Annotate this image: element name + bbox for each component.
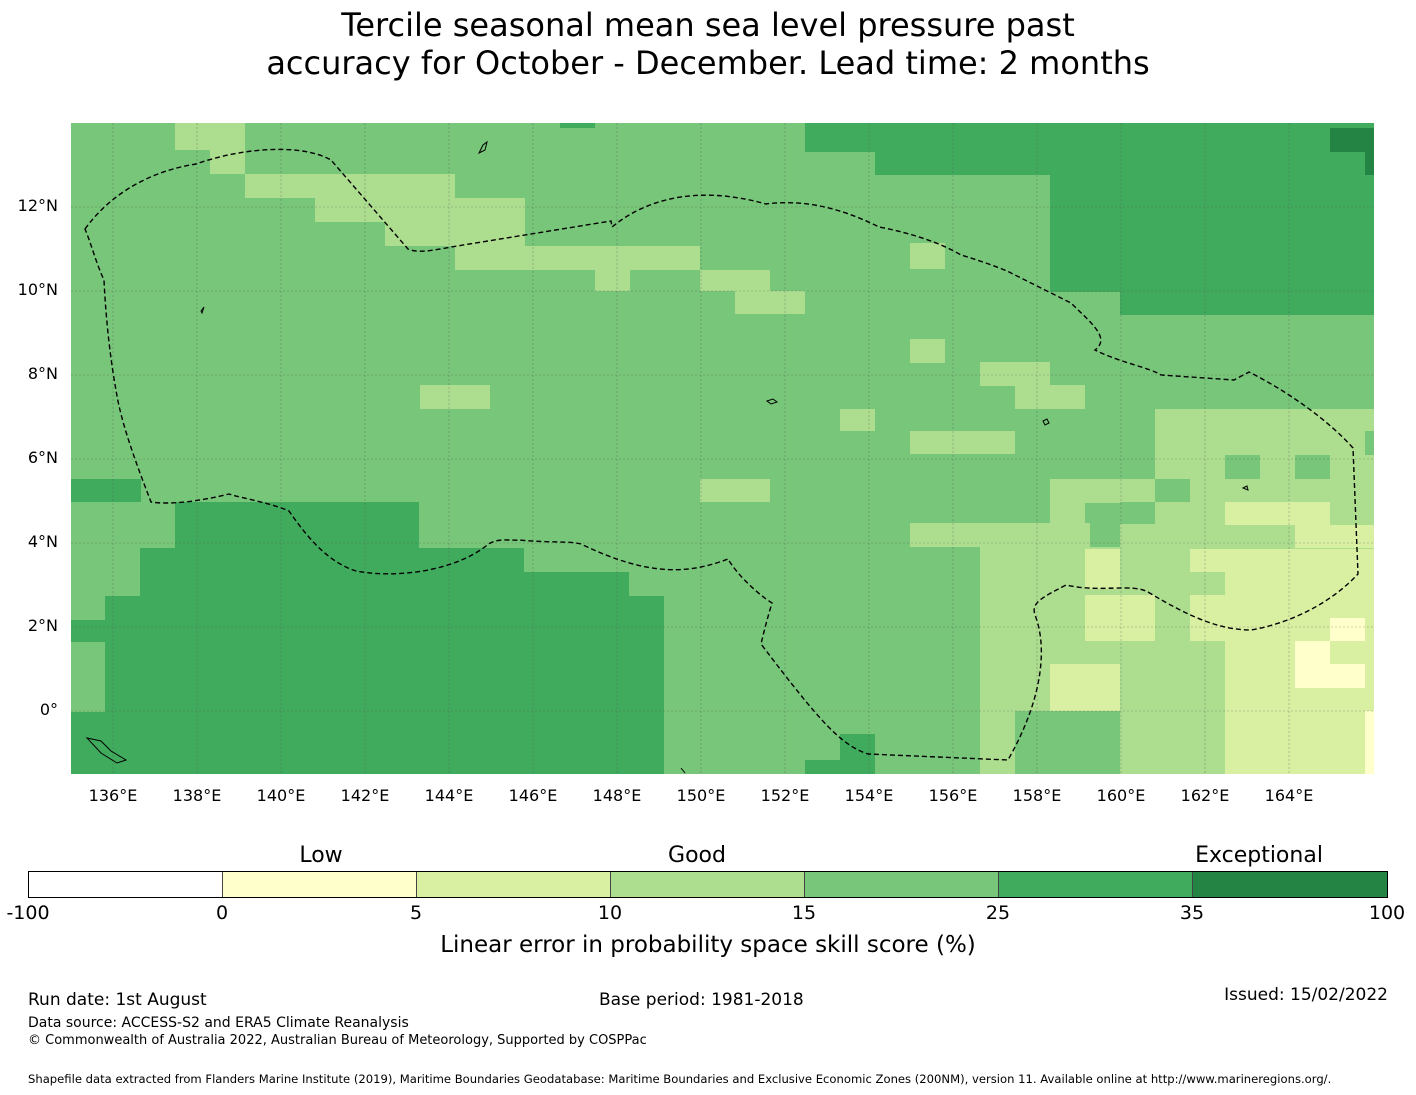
colorbar-tick: 35 xyxy=(1179,902,1205,924)
lon-label: 140°E xyxy=(256,786,306,805)
skill-cells xyxy=(71,123,1374,774)
lon-label: 138°E xyxy=(172,786,222,805)
colorbar-tick: 0 xyxy=(215,902,229,924)
lon-label: 164°E xyxy=(1264,786,1314,805)
colorbar-segment xyxy=(29,872,223,897)
lon-label: 152°E xyxy=(760,786,810,805)
shapefile-credit: Shapefile data extracted from Flanders M… xyxy=(28,1072,1332,1086)
colorbar-segment xyxy=(999,872,1193,897)
lat-label: 6°N xyxy=(27,448,58,467)
map-gridlines xyxy=(71,123,1374,774)
colorbar-segment xyxy=(611,872,805,897)
colorbar-tick: -100 xyxy=(6,902,50,924)
lat-label: 2°N xyxy=(27,616,58,635)
colorbar-segment xyxy=(1193,872,1387,897)
colorbar-segment xyxy=(417,872,611,897)
legend-category-exceptional: Exceptional xyxy=(1195,843,1323,868)
chart-title: Tercile seasonal mean sea level pressure… xyxy=(0,6,1416,82)
lat-label: 10°N xyxy=(17,280,58,299)
lon-label: 156°E xyxy=(928,786,978,805)
colorbar xyxy=(28,871,1388,898)
map-canvas xyxy=(71,123,1374,774)
lon-label: 162°E xyxy=(1180,786,1230,805)
colorbar-tick: 15 xyxy=(791,902,817,924)
run-date: Run date: 1st August xyxy=(28,990,207,1010)
lat-label: 4°N xyxy=(27,532,58,551)
colorbar-tick: 25 xyxy=(985,902,1011,924)
skill-map xyxy=(71,123,1374,774)
title-line-1: Tercile seasonal mean sea level pressure… xyxy=(341,6,1075,44)
colorbar-tick: 10 xyxy=(597,902,623,924)
lon-label: 146°E xyxy=(508,786,558,805)
lon-label: 154°E xyxy=(844,786,894,805)
lon-label: 144°E xyxy=(424,786,474,805)
lon-label: 160°E xyxy=(1096,786,1146,805)
lat-label: 12°N xyxy=(17,196,58,215)
lon-label: 158°E xyxy=(1012,786,1062,805)
lon-label: 136°E xyxy=(88,786,138,805)
title-line-2: accuracy for October - December. Lead ti… xyxy=(266,44,1150,82)
issued-date: Issued: 15/02/2022 xyxy=(1224,985,1388,1005)
colorbar-tick: 5 xyxy=(409,902,423,924)
legend-category-low: Low xyxy=(299,843,343,868)
data-source: Data source: ACCESS-S2 and ERA5 Climate … xyxy=(28,1015,409,1031)
lon-label: 148°E xyxy=(592,786,642,805)
lat-label: 8°N xyxy=(27,364,58,383)
eez-boundary xyxy=(84,148,1359,761)
lat-label: 0° xyxy=(39,700,58,719)
lon-label: 142°E xyxy=(340,786,390,805)
island-outlines xyxy=(85,140,1249,774)
colorbar-tick: 100 xyxy=(1368,902,1406,924)
legend-category-good: Good xyxy=(668,843,726,868)
lon-label: 150°E xyxy=(676,786,726,805)
copyright: © Commonwealth of Australia 2022, Austra… xyxy=(28,1033,647,1048)
colorbar-segment xyxy=(805,872,999,897)
colorbar-segment xyxy=(223,872,417,897)
colorbar-label: Linear error in probability space skill … xyxy=(440,932,976,958)
base-period: Base period: 1981-2018 xyxy=(599,990,804,1010)
